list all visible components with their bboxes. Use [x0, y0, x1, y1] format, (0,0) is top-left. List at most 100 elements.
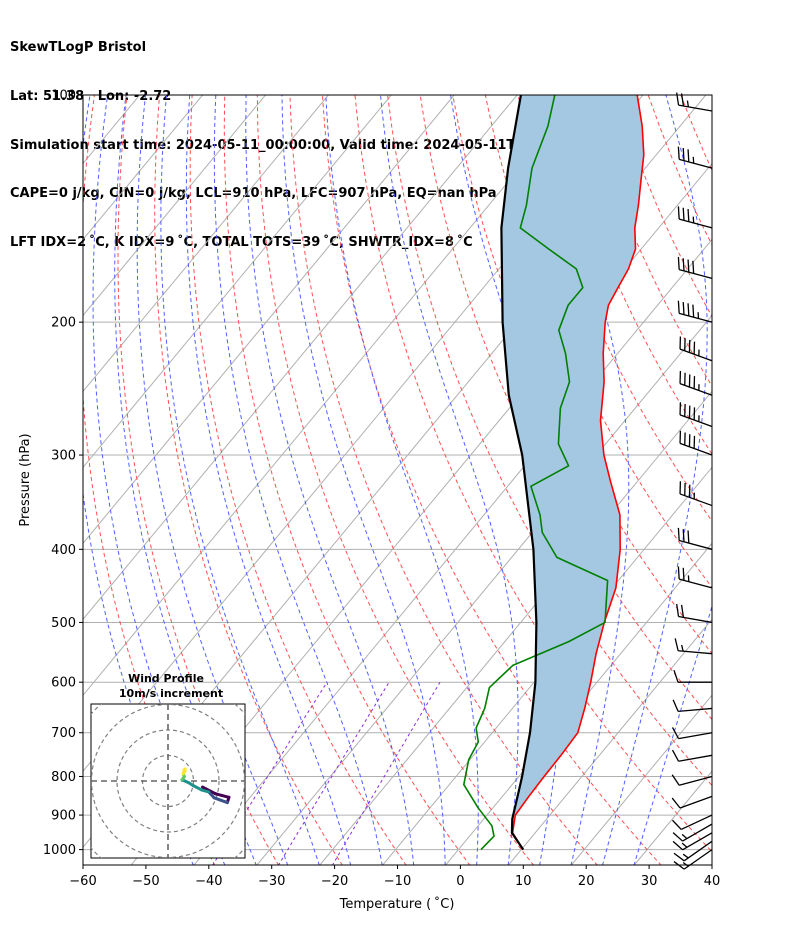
chart-header: SkewTLogP Bristol Lat: 51.38 Lon: -2.72 … [10, 8, 603, 267]
wind-barb [679, 402, 713, 428]
isotherm-gridline [83, 95, 266, 317]
y-tick-label: 800 [51, 770, 76, 785]
hodograph-inset [90, 703, 246, 859]
axes: −60 −50 −40 −30 −20 −10 0 10 20 30 40 1000 900 800 700… [43, 89, 720, 890]
wind-barb [677, 566, 713, 589]
wind-barb [674, 638, 713, 655]
isotherm-gridline [0, 95, 77, 866]
dry-adiabat [223, 95, 471, 865]
indices-line-1: CAPE=0 j/kg, CIN=0 j/kg, LCL=910 hPa, LF… [10, 186, 497, 202]
wind-barb [671, 749, 713, 762]
dry-adiabat [746, 95, 794, 866]
hodograph-trace [191, 783, 204, 792]
y-axis-label: Pressure (hPa) [18, 433, 33, 526]
x-tick-label: 20 [578, 874, 595, 889]
dry-adiabat [321, 95, 662, 865]
y-tick-label: 300 [51, 449, 76, 464]
dry-adiabat [550, 95, 712, 455]
temperature-line [511, 95, 645, 851]
wind-barb [677, 527, 713, 550]
cin-cape-shading [501, 95, 644, 850]
isotherm-gridline [382, 466, 712, 865]
chart-title: SkewTLogP Bristol [10, 40, 147, 56]
isotherm-gridline [319, 390, 712, 865]
isotherm-gridline [507, 618, 712, 865]
wind-barb [677, 300, 713, 323]
wind-barb [677, 146, 713, 169]
wind-barb [671, 774, 713, 786]
mixing-ratio-line [212, 681, 328, 865]
dry-adiabat [517, 95, 712, 522]
x-tick-label: −30 [258, 874, 285, 889]
dry-adiabat [189, 95, 407, 865]
location-line: Lat: 51.38 Lon: -2.72 [10, 89, 172, 105]
y-tick-label: 200 [51, 316, 76, 331]
mixing-ratio-line [331, 681, 441, 865]
x-tick-label: −60 [69, 874, 96, 889]
isotherm-gridline [193, 238, 712, 865]
hodograph-trace [182, 767, 187, 772]
x-tick-label: −20 [321, 874, 348, 889]
x-tick-label: −40 [195, 874, 222, 889]
moist-adiabat [281, 95, 446, 865]
dewpoint-line [463, 95, 609, 851]
wind-barb [671, 727, 713, 740]
y-tick-label: 700 [51, 726, 76, 741]
mixing-ratio-line [277, 681, 390, 865]
isotherm-gridline [83, 95, 329, 393]
moist-adiabat [380, 95, 519, 865]
wind-barbs [671, 92, 713, 870]
y-tick-label: 900 [51, 809, 76, 824]
hodograph-title: Wind Profile [128, 672, 204, 685]
isotherm-gridline [83, 95, 455, 545]
hodograph-trace [201, 785, 217, 796]
isotherm-gridline [83, 95, 392, 469]
moist-adiabat [633, 604, 712, 865]
wind-barb [677, 256, 713, 280]
wind-barb [679, 336, 713, 362]
wind-barb [677, 206, 713, 229]
dry-adiabat [117, 95, 280, 865]
x-tick-label: 40 [704, 874, 721, 889]
y-tick-label: 600 [51, 676, 76, 691]
moist-adiabat [542, 95, 630, 865]
x-tick-label: −50 [132, 874, 159, 889]
wind-barb [672, 814, 713, 831]
wind-barb [672, 699, 713, 713]
dry-adiabat [779, 95, 794, 866]
wind-barb [673, 840, 713, 862]
wind-barb [676, 92, 713, 112]
profile-lines [463, 95, 645, 851]
x-tick-label: 10 [515, 874, 532, 889]
wind-barb [673, 669, 712, 683]
moist-adiabat [602, 95, 708, 865]
y-tick-label: 500 [51, 616, 76, 631]
dry-adiabat [615, 95, 712, 318]
moist-adiabat [325, 95, 479, 865]
wind-barb [676, 603, 713, 624]
x-tick-label: −10 [384, 874, 411, 889]
parcel-line [500, 95, 538, 851]
wind-barb [671, 795, 713, 809]
wind-barb [679, 481, 713, 507]
isotherm-gridline [83, 95, 518, 621]
dry-adiabat [256, 95, 535, 865]
dry-adiabat [387, 95, 712, 787]
y-tick-label: 100 [51, 89, 76, 104]
moist-adiabat [185, 95, 352, 865]
wind-barb [679, 430, 713, 456]
wind-barb [672, 823, 713, 842]
y-tick-label: 400 [51, 543, 76, 558]
dry-adiabat [713, 95, 794, 866]
wind-barb [672, 832, 713, 851]
x-axis-label: Temperature ( ˚C) [339, 896, 455, 912]
hodograph-subtitle: 10m/s increment [119, 687, 223, 700]
dry-adiabat [647, 95, 712, 246]
isotherm-gridline [633, 770, 712, 865]
moist-adiabat [245, 95, 415, 865]
dry-adiabat [680, 95, 712, 172]
wind-barb [679, 370, 713, 396]
wind-barb [673, 849, 713, 870]
x-tick-label: 30 [641, 874, 658, 889]
